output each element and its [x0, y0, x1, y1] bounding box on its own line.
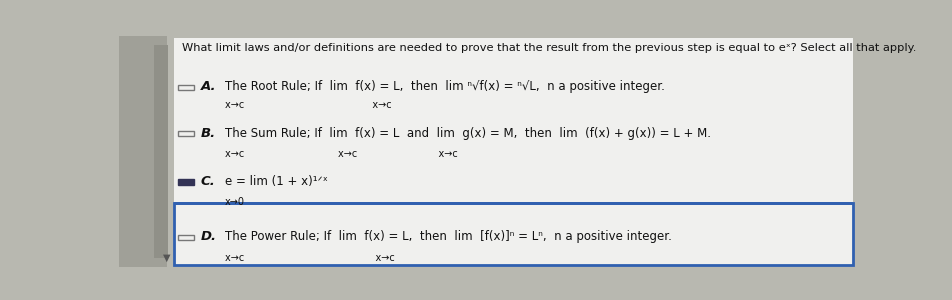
Text: What limit laws and/or definitions are needed to prove that the result from the : What limit laws and/or definitions are n… — [182, 43, 916, 53]
Text: x→c                                          x→c: x→c x→c — [225, 253, 394, 263]
Bar — [154, 45, 168, 258]
Text: A.: A. — [201, 80, 216, 93]
Bar — [119, 36, 167, 267]
Bar — [178, 85, 194, 90]
Text: The Root Rule; If  lim  f(x) = L,  then  lim ⁿ√f(x) = ⁿ√L,  n a positive integer: The Root Rule; If lim f(x) = L, then lim… — [225, 80, 664, 93]
Text: C.: C. — [201, 175, 216, 188]
Text: The Sum Rule; If  lim  f(x) = L  and  lim  g(x) = M,  then  lim  (f(x) + g(x)) =: The Sum Rule; If lim f(x) = L and lim g(… — [225, 127, 710, 140]
Text: x→c                              x→c                          x→c: x→c x→c x→c — [225, 149, 457, 159]
Text: x→c                                         x→c: x→c x→c — [225, 100, 391, 110]
Text: ▼: ▼ — [163, 252, 170, 262]
Text: The Power Rule; If  lim  f(x) = L,  then  lim  [f(x)]ⁿ = Lⁿ,  n a positive integ: The Power Rule; If lim f(x) = L, then li… — [225, 230, 671, 244]
Bar — [178, 179, 194, 184]
FancyBboxPatch shape — [173, 203, 853, 265]
Text: B.: B. — [201, 127, 216, 140]
Text: D.: D. — [201, 230, 217, 244]
Text: x→0: x→0 — [225, 197, 245, 207]
Bar — [178, 131, 194, 136]
Text: e = lim (1 + x)¹ᐟˣ: e = lim (1 + x)¹ᐟˣ — [225, 175, 327, 188]
Bar — [178, 235, 194, 240]
